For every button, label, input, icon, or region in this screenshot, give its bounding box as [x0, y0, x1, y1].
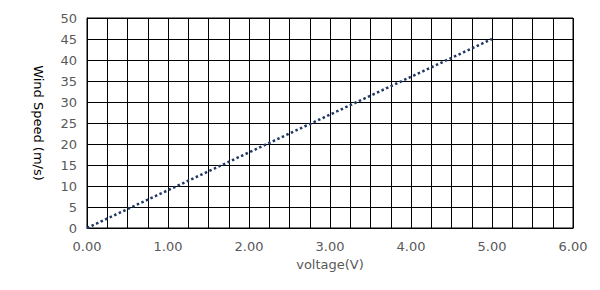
svg-text:15: 15 — [60, 158, 77, 173]
svg-text:35: 35 — [60, 74, 77, 89]
svg-text:20: 20 — [60, 137, 77, 152]
svg-text:50: 50 — [60, 11, 77, 26]
svg-text:voltage(V): voltage(V) — [296, 257, 364, 272]
svg-text:40: 40 — [60, 53, 77, 68]
svg-text:0.00: 0.00 — [73, 239, 102, 254]
svg-text:1.00: 1.00 — [154, 239, 183, 254]
svg-text:0: 0 — [69, 221, 77, 236]
svg-text:5.00: 5.00 — [478, 239, 507, 254]
svg-text:4.00: 4.00 — [397, 239, 426, 254]
svg-text:10: 10 — [60, 179, 77, 194]
svg-text:2.00: 2.00 — [235, 239, 264, 254]
svg-text:6.00: 6.00 — [559, 239, 588, 254]
svg-text:Wind Speed (m/s): Wind Speed (m/s) — [31, 65, 46, 181]
svg-text:5: 5 — [69, 200, 77, 215]
svg-text:45: 45 — [60, 32, 77, 47]
svg-text:25: 25 — [60, 116, 77, 131]
svg-text:30: 30 — [60, 95, 77, 110]
svg-text:3.00: 3.00 — [316, 239, 345, 254]
